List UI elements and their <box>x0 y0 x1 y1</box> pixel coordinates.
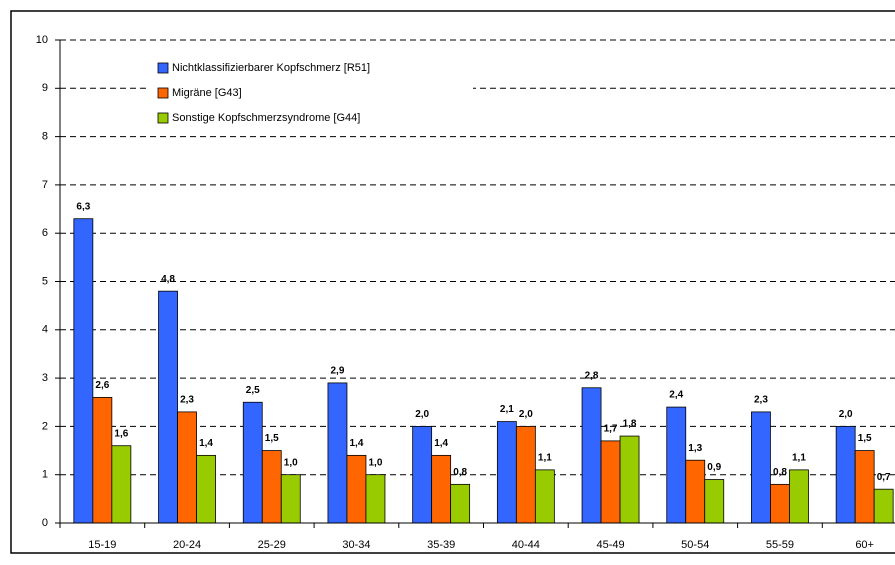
bar <box>854 450 875 524</box>
bar <box>346 454 367 524</box>
y-tick-label: 0 <box>42 517 48 529</box>
x-tick-label: 15-19 <box>88 539 116 551</box>
legend-swatch <box>157 62 169 74</box>
bar <box>496 421 517 524</box>
bar <box>789 469 809 524</box>
value-label: 1,1 <box>792 453 806 464</box>
y-tick-label: 6 <box>42 227 48 239</box>
value-label: 2,3 <box>180 395 194 406</box>
legend-swatch <box>157 112 169 124</box>
bar <box>111 445 132 524</box>
value-label: 0,9 <box>707 462 721 473</box>
bar <box>581 387 602 524</box>
value-label: 2,6 <box>95 380 109 391</box>
value-label: 1,5 <box>265 433 279 444</box>
y-tick-label: 1 <box>42 469 48 481</box>
chart-frame <box>10 10 895 554</box>
bar <box>685 459 706 524</box>
bar <box>177 411 197 524</box>
legend-label: Nichtklassifizierbarer Kopfschmerz [R51] <box>172 62 370 74</box>
x-tick-label: 50-54 <box>681 539 709 551</box>
legend-label: Migräne [G43] <box>172 87 242 99</box>
x-tick-label: 25-29 <box>258 539 286 551</box>
y-tick-label: 10 <box>36 34 48 46</box>
value-label: 2,4 <box>669 390 683 401</box>
value-label: 1,3 <box>688 443 702 454</box>
bar <box>751 411 771 524</box>
x-tick-label: 45-49 <box>596 539 624 551</box>
x-tick-label: 55-59 <box>766 539 794 551</box>
value-label: 0,8 <box>773 467 787 478</box>
y-tick-label: 8 <box>42 131 48 143</box>
y-tick-label: 4 <box>42 324 48 336</box>
value-label: 2,0 <box>839 409 853 420</box>
bar <box>704 479 725 524</box>
bar <box>412 425 433 524</box>
value-label: 2,9 <box>330 366 344 377</box>
legend-label: Sonstige Kopfschmerzsyndrome [G44] <box>172 112 360 124</box>
x-tick-label: 35-39 <box>427 539 455 551</box>
x-tick-label: 40-44 <box>512 539 540 551</box>
y-tick-label: 7 <box>42 179 48 191</box>
value-label: 1,1 <box>538 453 552 464</box>
value-label: 2,5 <box>246 385 260 396</box>
bar <box>835 425 856 524</box>
x-tick-label: 20-24 <box>173 539 201 551</box>
bar <box>196 454 216 524</box>
y-tick-label: 2 <box>42 420 48 432</box>
bar <box>515 425 536 524</box>
bar <box>365 474 386 524</box>
value-label: 1,4 <box>434 438 448 449</box>
bar <box>280 474 301 524</box>
value-label: 1,7 <box>604 424 618 435</box>
bar <box>450 483 471 524</box>
bar <box>873 488 894 524</box>
value-label: 4,8 <box>161 274 175 285</box>
bar <box>261 450 282 524</box>
value-label: 1,4 <box>349 438 363 449</box>
value-label: 1,0 <box>368 457 382 468</box>
bar <box>92 397 113 524</box>
bar <box>770 483 790 524</box>
value-label: 1,4 <box>199 438 213 449</box>
value-label: 1,6 <box>114 428 128 439</box>
value-label: 2,8 <box>585 370 599 381</box>
bar <box>327 382 348 524</box>
value-label: 2,3 <box>754 395 768 406</box>
x-tick-label: 30-34 <box>342 539 370 551</box>
value-label: 6,3 <box>76 201 90 212</box>
bar <box>242 401 263 524</box>
value-label: 2,0 <box>519 409 533 420</box>
y-tick-label: 5 <box>42 275 48 287</box>
value-label: 0,7 <box>877 472 891 483</box>
legend-box <box>148 55 473 132</box>
value-label: 1,5 <box>858 433 872 444</box>
value-label: 1,0 <box>284 457 298 468</box>
bar <box>431 454 452 524</box>
value-label: 2,1 <box>500 404 514 415</box>
y-tick-label: 9 <box>42 82 48 94</box>
bar <box>158 290 178 524</box>
bar <box>619 435 640 524</box>
value-label: 0,8 <box>453 467 467 478</box>
bar <box>73 218 94 524</box>
x-tick-label: 60+ <box>855 539 874 551</box>
bar <box>600 440 621 524</box>
value-label: 1,8 <box>623 419 637 430</box>
value-label: 2,0 <box>415 409 429 420</box>
bar <box>666 406 687 524</box>
legend-swatch <box>157 87 169 99</box>
bar <box>534 469 555 524</box>
y-tick-label: 3 <box>42 372 48 384</box>
